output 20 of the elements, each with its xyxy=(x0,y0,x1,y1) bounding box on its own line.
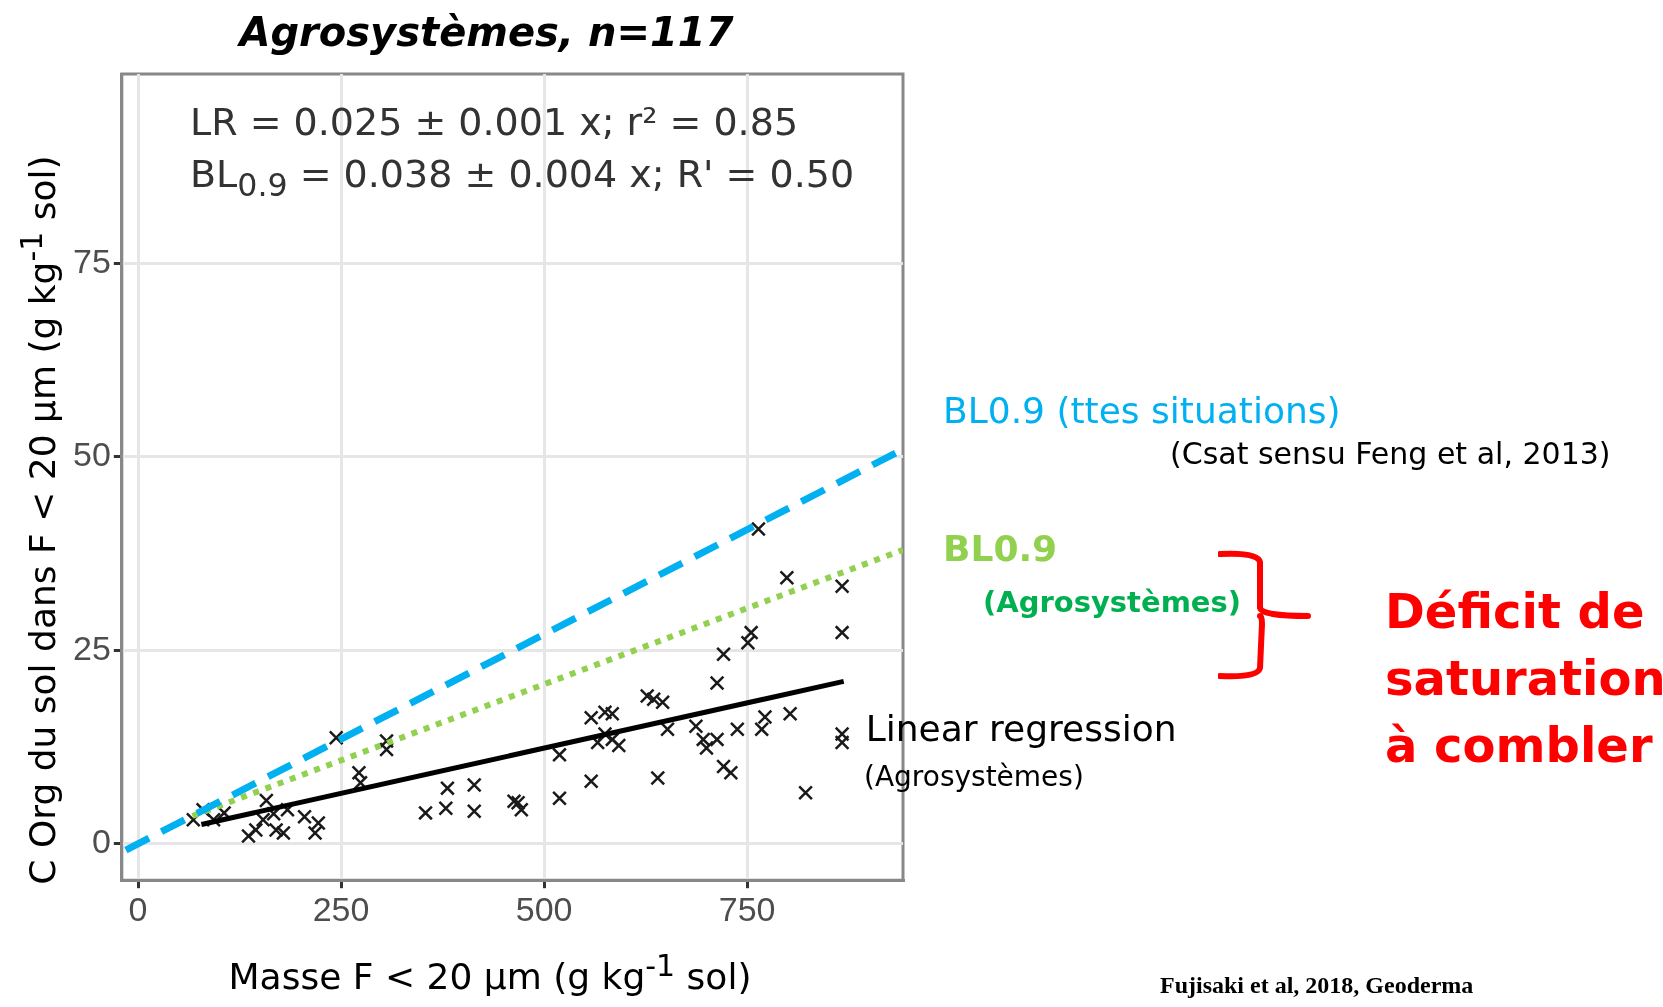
x-axis-title: Masse F < 20 µm (g kg$^{-1}$ sol) xyxy=(228,948,752,997)
text: Fujisaki et al, 2018, Geoderma xyxy=(1160,972,1474,999)
text: Déficit de saturation à combler xyxy=(1385,582,1663,776)
x-tick-label: 500 xyxy=(515,889,573,928)
x-tick-label: 0 xyxy=(128,889,148,928)
text: (Agrosystèmes) xyxy=(983,585,1242,619)
text: (Csat sensu Feng et al, 2013) xyxy=(1170,436,1611,471)
y-tick-label: 50 xyxy=(72,435,111,474)
annotation: (Agrosystèmes) xyxy=(864,760,1084,793)
y-tick-label: 0 xyxy=(91,822,111,861)
y-tick-label: 75 xyxy=(72,241,111,280)
series-label: BL0.9 xyxy=(943,528,1058,570)
series-label: BL0.9 (ttes situations) xyxy=(943,389,1341,431)
annotation: BL$_{0.9}$ = 0.038 ± 0.004 x; R' = 0.50 xyxy=(190,152,855,203)
x-tick-label: 250 xyxy=(312,889,370,928)
series-label: Linear regression xyxy=(865,707,1177,749)
annotation: LR = 0.025 ± 0.001 x; r² = 0.85 xyxy=(190,100,799,144)
chart-title: Agrosystèmes, n=117 xyxy=(236,9,734,56)
x-tick-label: 750 xyxy=(718,889,776,928)
y-tick-label: 25 xyxy=(72,628,111,667)
